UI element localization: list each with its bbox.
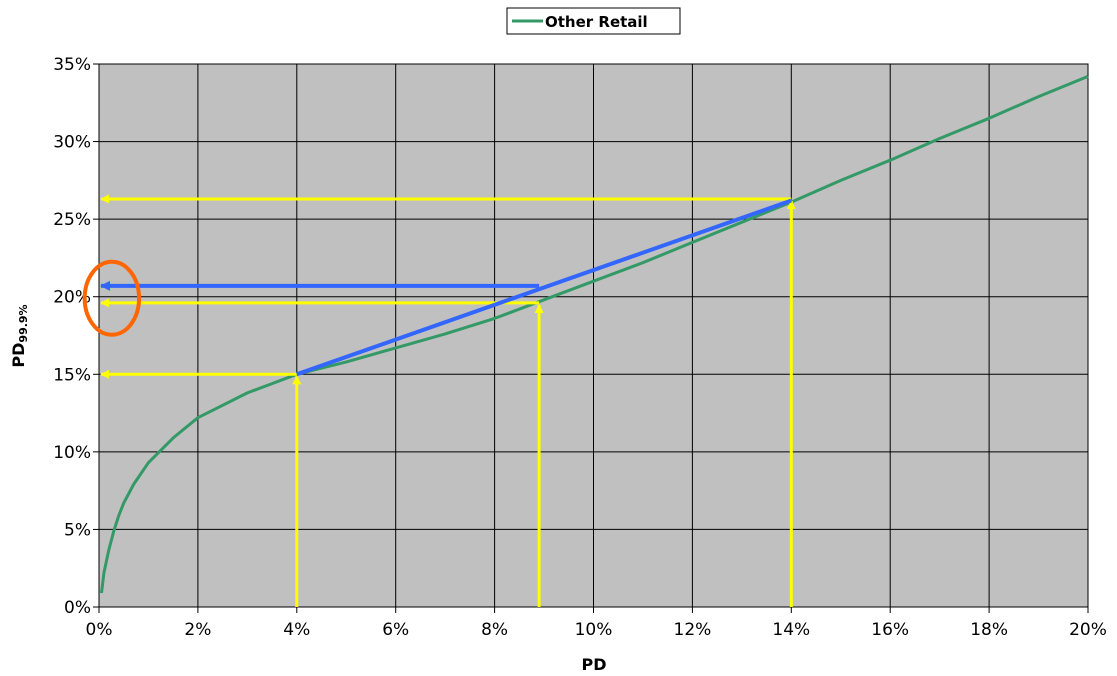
x-tick-label: 12% <box>674 620 712 640</box>
x-tick-label: 6% <box>382 620 409 640</box>
highlight-ellipse <box>82 259 142 337</box>
x-tick-label: 4% <box>283 620 310 640</box>
y-axis-title-subscript: 99.9% <box>17 304 30 342</box>
x-tick-label: 14% <box>772 620 810 640</box>
y-axis-title: PD99.9% <box>9 304 30 367</box>
y-tick-label: 25% <box>53 210 91 230</box>
x-tick-label: 18% <box>970 620 1008 640</box>
x-tick-label: 8% <box>481 620 508 640</box>
y-tick-labels: 0% 5% 10% 15% 20% 25% 30% 35% <box>53 55 91 618</box>
x-tick-label: 2% <box>184 620 211 640</box>
series-line-other-retail <box>100 75 1089 594</box>
y-tick-label: 0% <box>64 598 91 618</box>
y-axis-title-main: PD <box>9 343 28 368</box>
y-tick-label: 35% <box>53 55 91 75</box>
x-tick-label: 20% <box>1069 620 1107 640</box>
x-axis-title: PD <box>581 655 606 674</box>
x-tick-label: 0% <box>86 620 113 640</box>
legend: Other Retail <box>506 7 681 35</box>
y-tick-label: 10% <box>53 443 91 463</box>
y-tick-label: 30% <box>53 133 91 153</box>
legend-label: Other Retail <box>545 13 648 31</box>
annotations-layer <box>82 194 796 607</box>
x-tick-label: 16% <box>871 620 909 640</box>
x-tick-labels: 0% 2% 4% 6% 8% 10% 12% 14% 16% 18% 20% <box>86 620 1107 640</box>
blue-interpolation-line <box>296 198 792 377</box>
series-layer <box>100 75 1089 594</box>
y-tick-label: 20% <box>53 288 91 308</box>
x-tick-label: 10% <box>575 620 613 640</box>
y-tick-label: 15% <box>53 365 91 385</box>
y-tick-label: 5% <box>64 520 91 540</box>
